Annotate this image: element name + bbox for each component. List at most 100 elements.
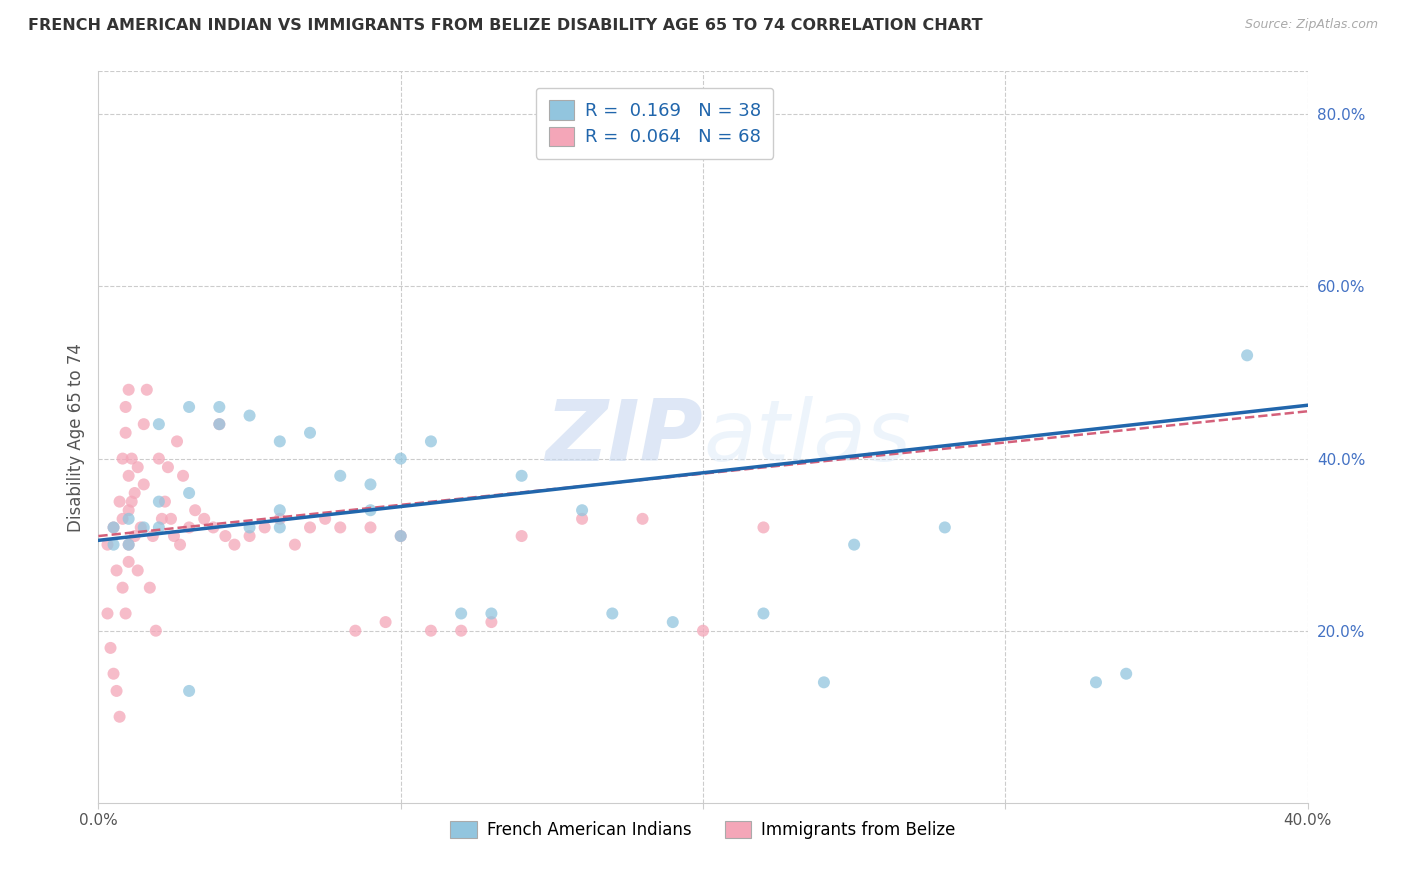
Point: [142, 529, 165, 543]
Point: [661, 615, 683, 629]
Point: [124, 486, 146, 500]
Point: [1236, 348, 1258, 362]
Point: [389, 451, 412, 466]
Point: [166, 434, 188, 449]
Point: [314, 512, 336, 526]
Point: [420, 434, 443, 449]
Point: [118, 538, 141, 552]
Point: [132, 417, 155, 432]
Point: [510, 468, 533, 483]
Text: ZIP: ZIP: [546, 395, 703, 479]
Point: [105, 684, 128, 698]
Point: [118, 538, 141, 552]
Point: [571, 512, 593, 526]
Point: [752, 607, 775, 621]
Point: [184, 503, 207, 517]
Point: [153, 494, 176, 508]
Point: [481, 615, 503, 629]
Point: [156, 460, 179, 475]
Point: [269, 512, 291, 526]
Text: atlas: atlas: [703, 395, 911, 479]
Text: Source: ZipAtlas.com: Source: ZipAtlas.com: [1244, 18, 1378, 31]
Point: [108, 710, 131, 724]
Point: [208, 417, 231, 432]
Legend: French American Indians, Immigrants from Belize: French American Indians, Immigrants from…: [443, 814, 963, 846]
Point: [481, 607, 503, 621]
Point: [124, 529, 146, 543]
Point: [510, 529, 533, 543]
Point: [105, 564, 128, 578]
Point: [127, 460, 149, 475]
Point: [114, 607, 136, 621]
Point: [1115, 666, 1137, 681]
Point: [329, 520, 352, 534]
Point: [344, 624, 367, 638]
Point: [148, 494, 170, 508]
Point: [284, 538, 307, 552]
Point: [253, 520, 276, 534]
Point: [111, 581, 134, 595]
Point: [135, 383, 157, 397]
Point: [114, 400, 136, 414]
Point: [752, 520, 775, 534]
Point: [202, 520, 225, 534]
Point: [299, 520, 322, 534]
Point: [150, 512, 173, 526]
Point: [148, 451, 170, 466]
Point: [118, 383, 141, 397]
Point: [193, 512, 215, 526]
Point: [631, 512, 654, 526]
Point: [118, 512, 141, 526]
Point: [100, 640, 122, 655]
Point: [114, 425, 136, 440]
Point: [374, 615, 396, 629]
Point: [239, 529, 262, 543]
Point: [813, 675, 835, 690]
Point: [108, 494, 131, 508]
Point: [389, 529, 412, 543]
Point: [269, 503, 291, 517]
Point: [239, 520, 262, 534]
Point: [148, 417, 170, 432]
Point: [129, 520, 152, 534]
Point: [450, 624, 472, 638]
Point: [145, 624, 167, 638]
Point: [420, 624, 443, 638]
Point: [169, 538, 191, 552]
Point: [118, 555, 141, 569]
Point: [360, 520, 382, 534]
Text: FRENCH AMERICAN INDIAN VS IMMIGRANTS FROM BELIZE DISABILITY AGE 65 TO 74 CORRELA: FRENCH AMERICAN INDIAN VS IMMIGRANTS FRO…: [28, 18, 983, 33]
Point: [118, 503, 141, 517]
Point: [1085, 675, 1108, 690]
Point: [103, 538, 125, 552]
Point: [239, 409, 262, 423]
Point: [934, 520, 956, 534]
Point: [269, 520, 291, 534]
Point: [360, 503, 382, 517]
Point: [103, 520, 125, 534]
Point: [121, 451, 143, 466]
Point: [214, 529, 236, 543]
Point: [269, 434, 291, 449]
Point: [208, 417, 231, 432]
Point: [139, 581, 162, 595]
Point: [602, 607, 624, 621]
Point: [450, 607, 472, 621]
Point: [132, 477, 155, 491]
Point: [103, 666, 125, 681]
Point: [571, 503, 593, 517]
Point: [329, 468, 352, 483]
Point: [118, 468, 141, 483]
Point: [163, 529, 186, 543]
Point: [208, 400, 231, 414]
Point: [127, 564, 149, 578]
Point: [692, 624, 714, 638]
Point: [360, 477, 382, 491]
Point: [179, 486, 201, 500]
Y-axis label: Disability Age 65 to 74: Disability Age 65 to 74: [66, 343, 84, 532]
Point: [172, 468, 194, 483]
Point: [844, 538, 866, 552]
Point: [121, 494, 143, 508]
Point: [160, 512, 183, 526]
Point: [179, 520, 201, 534]
